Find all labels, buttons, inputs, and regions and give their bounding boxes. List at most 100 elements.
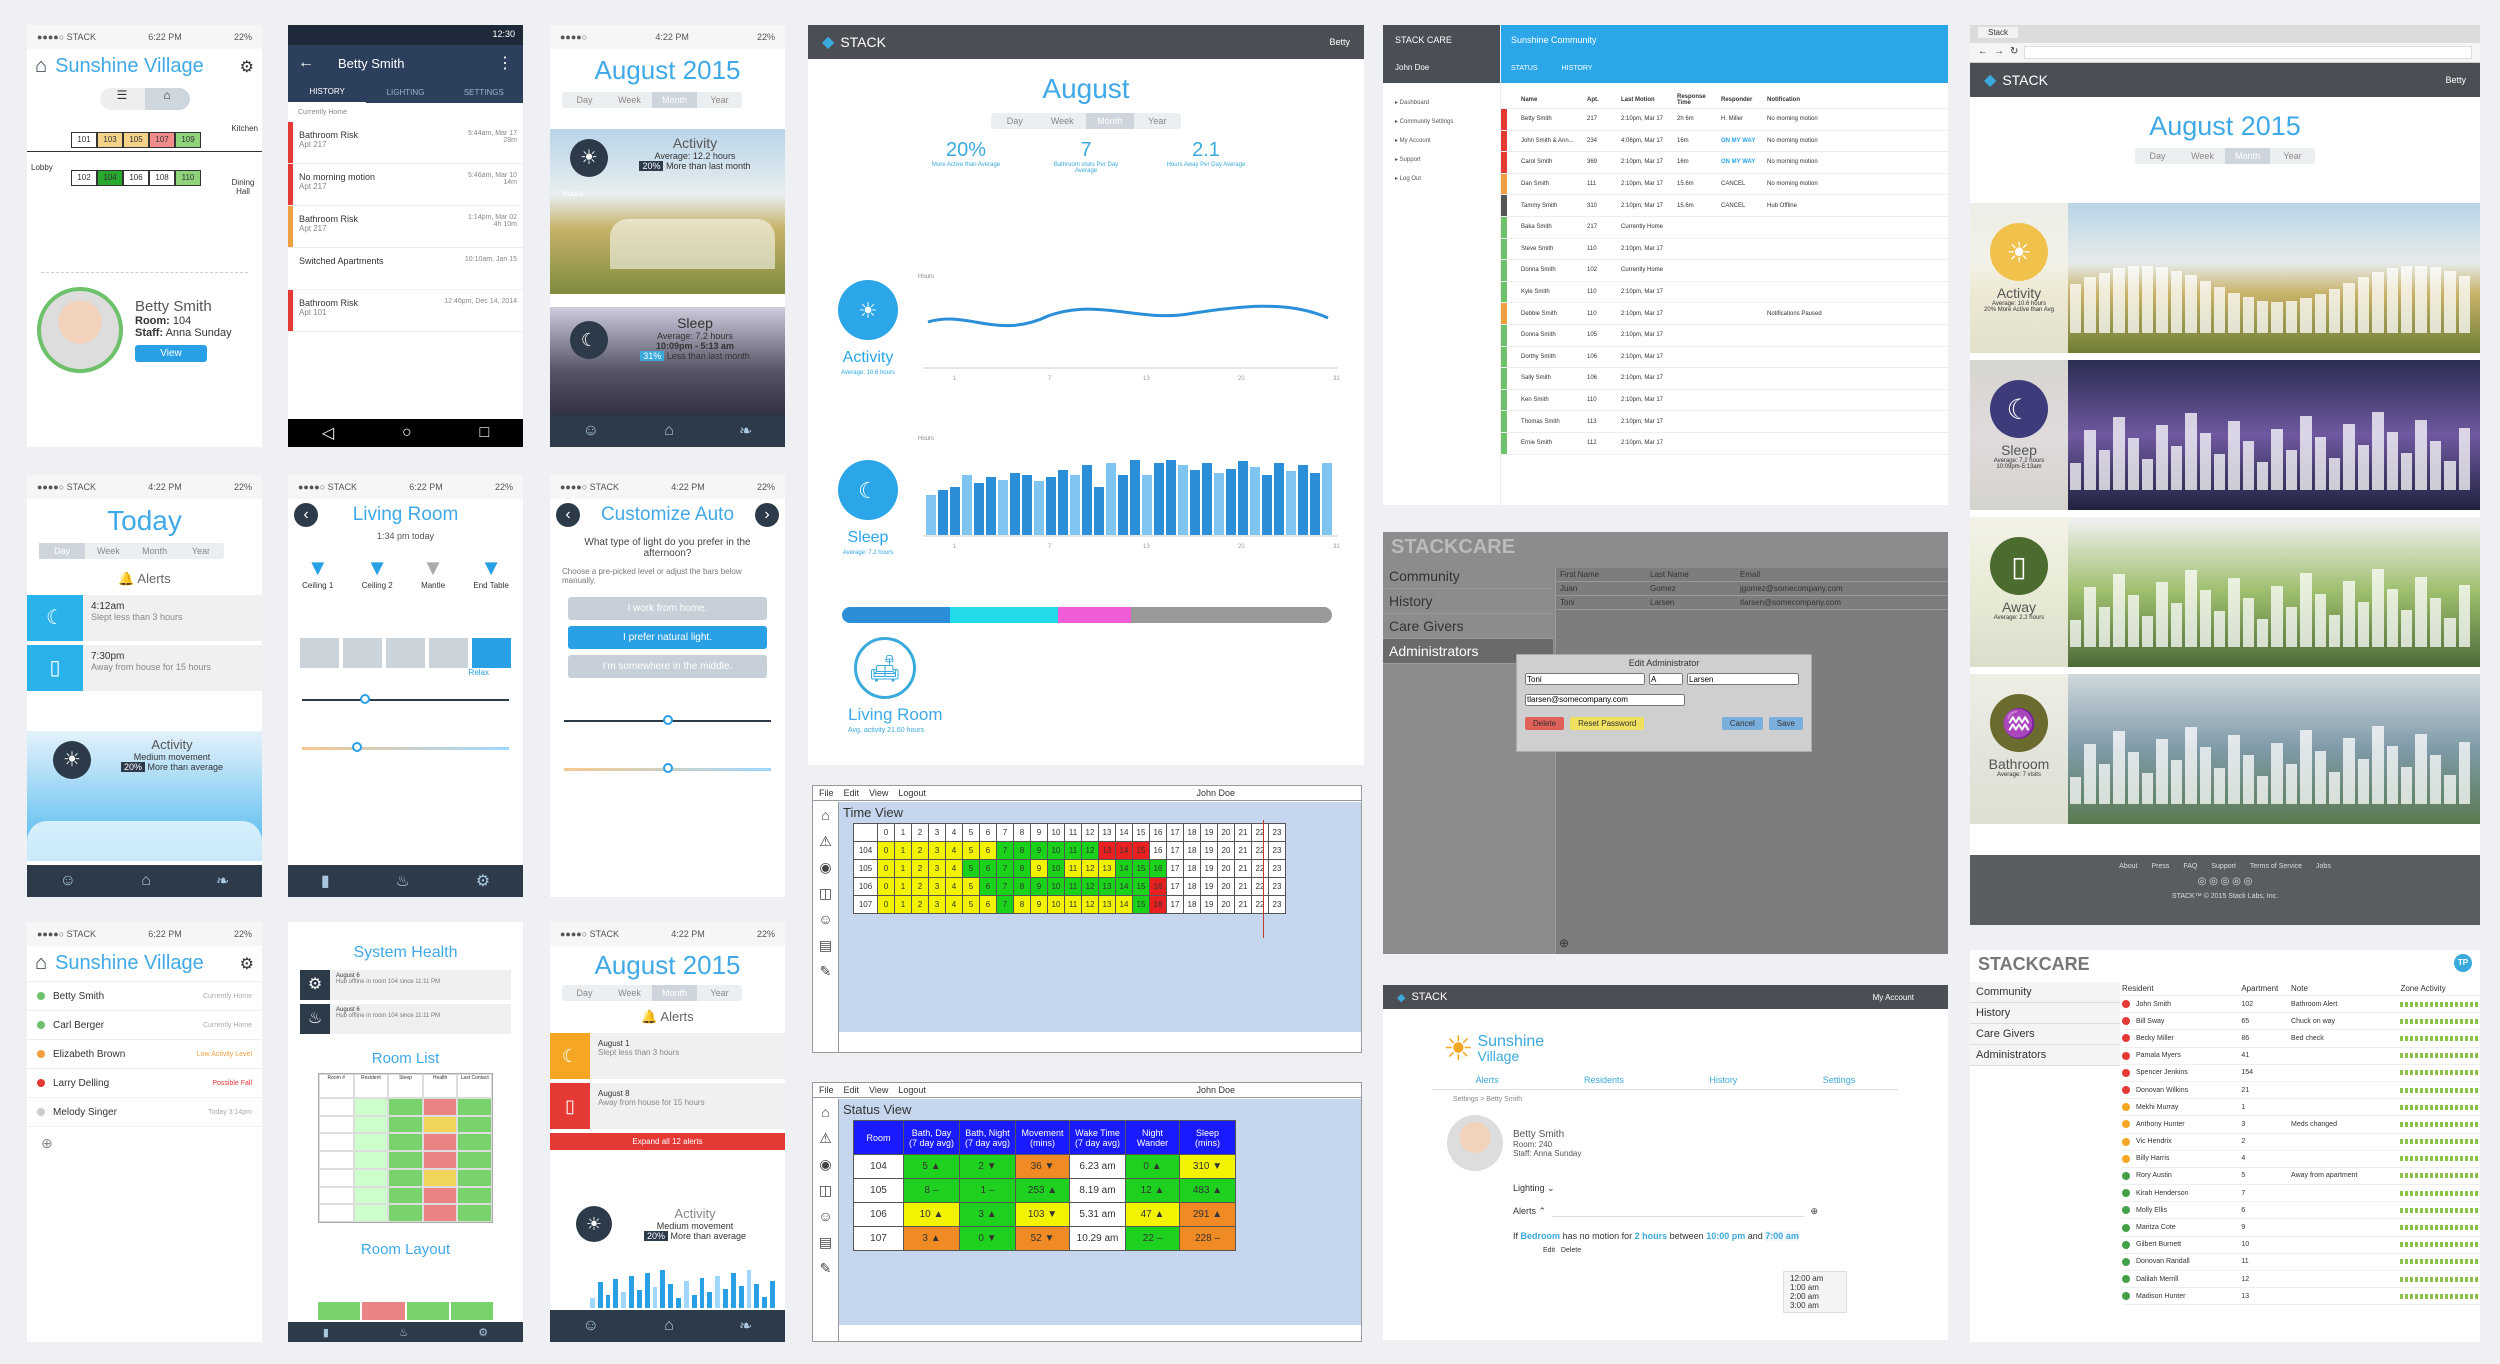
room-cell[interactable]: 103 bbox=[97, 132, 123, 148]
hour-cell[interactable]: 22 bbox=[1251, 841, 1269, 860]
leaf-icon[interactable]: ❧ bbox=[215, 873, 230, 890]
hour-cell[interactable]: 7 bbox=[996, 895, 1014, 914]
pen-icon[interactable]: ✎ bbox=[819, 1260, 832, 1276]
tab-settings[interactable]: SETTINGS bbox=[463, 87, 504, 97]
mode-button[interactable] bbox=[429, 638, 468, 668]
hour-cell[interactable]: 3 bbox=[928, 841, 946, 860]
hour-cell[interactable]: 19 bbox=[1200, 895, 1218, 914]
hour-cell[interactable]: 15 bbox=[1132, 841, 1150, 860]
hour-cell[interactable]: 10 bbox=[1047, 841, 1065, 860]
hour-cell[interactable]: 1 bbox=[894, 895, 912, 914]
nav-care-givers[interactable]: Care Givers bbox=[1383, 614, 1553, 639]
reload-icon[interactable]: ↻ bbox=[2010, 46, 2019, 57]
hour-cell[interactable]: 14 bbox=[1115, 859, 1133, 878]
bulb-tab-icon[interactable]: ♨ bbox=[398, 1326, 409, 1339]
nav-community[interactable]: Community bbox=[1383, 564, 1553, 589]
nav-community-settings[interactable]: ▸ Community Settings bbox=[1395, 119, 1454, 125]
first-name-field[interactable] bbox=[1525, 673, 1645, 685]
nav-administrators[interactable]: Administrators bbox=[1970, 1045, 2120, 1066]
hour-cell[interactable]: 2 bbox=[911, 859, 929, 878]
hour-cell[interactable]: 15 bbox=[1132, 895, 1150, 914]
table-row[interactable]: John Smith 102 Bathroom Alert bbox=[2122, 996, 2480, 1014]
health-item[interactable]: ♨ August 6 Hub offline in room 104 since 1… bbox=[300, 1004, 511, 1034]
range-tab-week[interactable]: Week bbox=[96, 546, 120, 556]
hour-cell[interactable]: 5 bbox=[962, 877, 980, 896]
table-row[interactable]: Billy Harris 4 bbox=[2122, 1151, 2480, 1168]
time-dropdown[interactable]: 12:00 am 1:00 am 2:00 am 3:00 am bbox=[1783, 1271, 1847, 1313]
range-tab-year[interactable]: Year bbox=[710, 95, 729, 105]
pen-icon[interactable]: ✎ bbox=[819, 963, 832, 979]
hour-cell[interactable]: 14 bbox=[1115, 895, 1133, 914]
menu-view[interactable]: View bbox=[869, 788, 889, 798]
hour-cell[interactable]: 21 bbox=[1234, 841, 1252, 860]
hour-cell[interactable]: 16 bbox=[1149, 877, 1167, 896]
home-tab-icon[interactable]: ⌂ bbox=[664, 1317, 674, 1334]
mode-button[interactable] bbox=[300, 638, 339, 668]
hour-cell[interactable]: 9 bbox=[1030, 859, 1048, 878]
forward-icon[interactable]: → bbox=[1994, 46, 2004, 57]
home-icon[interactable]: ⌂ bbox=[821, 1104, 830, 1120]
menu-logout[interactable]: Logout bbox=[898, 788, 926, 798]
gear-icon[interactable]: ⚙ bbox=[239, 955, 254, 973]
hour-cell[interactable]: 0 bbox=[877, 859, 895, 878]
hour-cell[interactable]: 3 bbox=[928, 859, 946, 878]
hour-cell[interactable]: 2 bbox=[911, 841, 929, 860]
table-row[interactable]: Baka Smith 217 Currently Home bbox=[1501, 216, 1948, 239]
menu-edit[interactable]: Edit bbox=[843, 788, 860, 798]
hour-cell[interactable]: 0 bbox=[877, 877, 895, 896]
footer-link[interactable]: Support bbox=[2211, 863, 2236, 870]
range-tab-month[interactable]: Month bbox=[142, 546, 168, 556]
brand[interactable]: STACK bbox=[1411, 991, 1448, 1003]
cup-icon[interactable]: ◫ bbox=[818, 885, 833, 901]
table-row[interactable]: Ernie Smith 112 2:10pm, Mar 17 bbox=[1501, 432, 1948, 455]
settings-tab-icon[interactable]: ⚙ bbox=[475, 873, 491, 890]
hour-cell[interactable]: 11 bbox=[1064, 859, 1082, 878]
menu-file[interactable]: File bbox=[819, 1085, 834, 1095]
hour-cell[interactable]: 17 bbox=[1166, 841, 1184, 860]
hour-cell[interactable]: 5 bbox=[962, 859, 980, 878]
alerts-toggle[interactable]: Alerts ⌃ ⊕ bbox=[1513, 1206, 1818, 1217]
table-row[interactable]: Bill Sway 65 Chuck on way bbox=[2122, 1013, 2480, 1031]
hour-cell[interactable]: 6 bbox=[979, 877, 997, 896]
hour-cell[interactable]: 1 bbox=[894, 859, 912, 878]
range-tabs[interactable]: Day Week Month Year bbox=[991, 113, 1181, 129]
view-toggle[interactable]: ☰ ⌂ bbox=[99, 88, 190, 110]
last-name-field[interactable] bbox=[1687, 673, 1799, 685]
reset-password-button[interactable]: Reset Password bbox=[1570, 717, 1645, 730]
hour-cell[interactable]: 18 bbox=[1183, 841, 1201, 860]
expand-alerts-button[interactable]: Expand all 12 alerts bbox=[550, 1133, 785, 1150]
room-cell[interactable]: 102 bbox=[71, 170, 97, 186]
hour-cell[interactable]: 18 bbox=[1183, 895, 1201, 914]
hour-cell[interactable]: 5 bbox=[962, 841, 980, 860]
health-item[interactable]: ⚙ August 6 Hub offline in room 104 since 1… bbox=[300, 970, 511, 1000]
footer-link[interactable]: About bbox=[2119, 863, 2138, 870]
nav-history[interactable]: History bbox=[1383, 589, 1553, 614]
table-row[interactable]: Molly Ellis 6 bbox=[2122, 1202, 2480, 1220]
hour-cell[interactable]: 12 bbox=[1081, 895, 1099, 914]
tab-settings[interactable]: Settings bbox=[1822, 1075, 1856, 1085]
delete-button[interactable]: Delete bbox=[1525, 717, 1565, 730]
table-row[interactable]: Dorthy Smith 106 2:10pm, Mar 17 bbox=[1501, 346, 1948, 369]
hour-cell[interactable]: 8 bbox=[1013, 859, 1031, 878]
leaf-icon[interactable]: ❧ bbox=[738, 423, 753, 440]
nav-care-givers[interactable]: Care Givers bbox=[1970, 1024, 2120, 1045]
community-selector[interactable]: Sunshine Community bbox=[1511, 35, 1597, 45]
range-tab-day[interactable]: Day bbox=[2149, 151, 2166, 161]
table-row[interactable]: Ken Smith 110 2:10pm, Mar 17 bbox=[1501, 389, 1948, 412]
room-cell[interactable]: 104 bbox=[97, 170, 123, 186]
brightness-slider[interactable] bbox=[564, 715, 771, 725]
lamp-control[interactable]: ▼ Mantle bbox=[421, 555, 445, 590]
brand[interactable]: STACKCARE bbox=[1978, 954, 2090, 974]
back-arrow-icon[interactable]: ← bbox=[298, 54, 314, 71]
table-row[interactable]: Donovan Wilkins 21 bbox=[2122, 1082, 2480, 1100]
range-tab-month[interactable]: Month bbox=[652, 92, 697, 108]
leaf-icon[interactable]: ❧ bbox=[738, 1318, 753, 1335]
tab-status[interactable]: STATUS bbox=[1511, 65, 1538, 72]
hour-cell[interactable]: 17 bbox=[1166, 877, 1184, 896]
table-row[interactable]: Donna Smith 105 2:10pm, Mar 17 bbox=[1501, 324, 1948, 347]
hour-cell[interactable]: 20 bbox=[1217, 877, 1235, 896]
hour-cell[interactable]: 3 bbox=[928, 877, 946, 896]
person-icon[interactable]: ☺ bbox=[582, 1317, 599, 1334]
hour-cell[interactable]: 8 bbox=[1013, 895, 1031, 914]
resident-row[interactable]: Betty Smith Currently Home bbox=[27, 982, 262, 1011]
